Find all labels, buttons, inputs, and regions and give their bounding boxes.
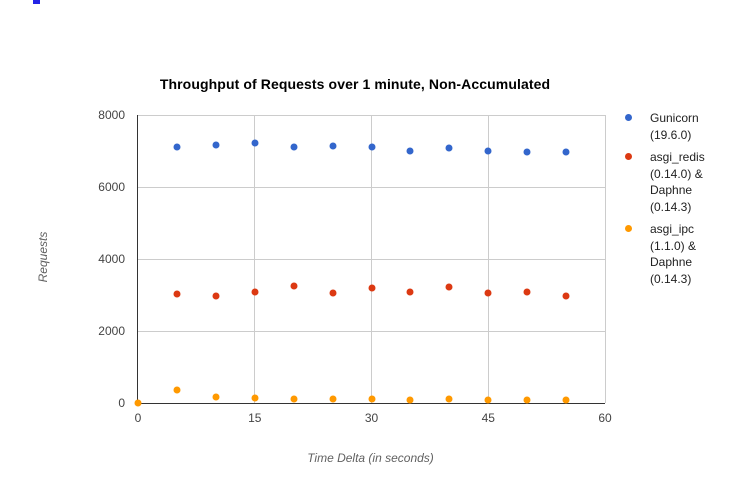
legend-item[interactable]: asgi_ipc (1.1.0) & Daphne (0.14.3) (625, 221, 725, 287)
data-point[interactable] (445, 283, 453, 291)
legend-item-label: Gunicorn (19.6.0) (650, 111, 699, 142)
data-point[interactable] (251, 394, 259, 402)
data-point[interactable] (212, 393, 220, 401)
data-point[interactable] (562, 148, 570, 156)
data-point[interactable] (290, 282, 298, 290)
data-point[interactable] (368, 395, 375, 403)
x-tick-label: 0 (134, 411, 142, 425)
chart-title: Throughput of Requests over 1 minute, No… (159, 76, 551, 92)
data-point[interactable] (406, 396, 414, 404)
legend-item-label: asgi_ipc (1.1.0) & Daphne (0.14.3) (650, 222, 697, 286)
data-point[interactable] (562, 292, 570, 300)
y-tick-label: 4000 (98, 252, 125, 266)
data-point[interactable] (368, 284, 375, 292)
data-point[interactable] (562, 396, 570, 404)
data-point[interactable] (212, 141, 220, 149)
legend: Gunicorn (19.6.0) asgi_redis (0.14.0) & D… (625, 110, 725, 293)
data-point[interactable] (523, 148, 531, 156)
gridline-vertical (604, 115, 606, 403)
data-point[interactable] (406, 288, 414, 296)
data-point[interactable] (173, 386, 181, 394)
x-tick-label: 30 (364, 411, 379, 425)
x-tick-label: 60 (598, 411, 612, 425)
legend-item-label: asgi_redis (0.14.0) & Daphne (0.14.3) (650, 150, 705, 214)
data-point[interactable] (484, 147, 492, 155)
gridline-vertical (371, 115, 372, 403)
x-tick-label: 45 (481, 411, 495, 425)
data-point[interactable] (251, 139, 259, 147)
y-tick-label: 8000 (98, 108, 125, 122)
legend-item[interactable]: asgi_redis (0.14.0) & Daphne (0.14.3) (625, 149, 725, 215)
data-point[interactable] (368, 143, 375, 151)
blue-marker-artifact (33, 0, 40, 4)
x-tick-label: 15 (248, 411, 262, 425)
data-point[interactable] (290, 395, 298, 403)
data-point[interactable] (523, 288, 531, 296)
data-point[interactable] (173, 143, 181, 151)
plot-area: 0 2000 4000 6000 8000 0 15 30 45 60 (98, 108, 611, 425)
data-point[interactable] (173, 290, 181, 298)
legend-dot-icon (625, 114, 632, 121)
data-point[interactable] (329, 142, 337, 150)
data-point[interactable] (290, 143, 298, 151)
gridline-vertical (487, 115, 489, 403)
data-point[interactable] (523, 396, 531, 404)
data-point[interactable] (329, 289, 337, 297)
legend-dot-icon (625, 153, 632, 160)
data-point[interactable] (406, 147, 414, 155)
x-axis-title: Time Delta (in seconds) (307, 451, 434, 465)
data-point[interactable] (484, 289, 492, 297)
y-tick-label: 6000 (98, 180, 125, 194)
data-point[interactable] (329, 395, 337, 403)
gridline-vertical (254, 115, 256, 403)
data-point[interactable] (212, 292, 220, 300)
y-tick-label: 0 (118, 396, 125, 410)
y-tick-label: 2000 (98, 324, 125, 338)
data-point[interactable] (134, 399, 142, 407)
y-axis-title: Requests (36, 231, 50, 283)
data-point[interactable] (251, 288, 259, 296)
legend-dot-icon (625, 225, 632, 232)
data-point[interactable] (445, 144, 453, 152)
data-point[interactable] (445, 395, 453, 403)
legend-item[interactable]: Gunicorn (19.6.0) (625, 110, 725, 143)
data-point[interactable] (484, 396, 492, 404)
